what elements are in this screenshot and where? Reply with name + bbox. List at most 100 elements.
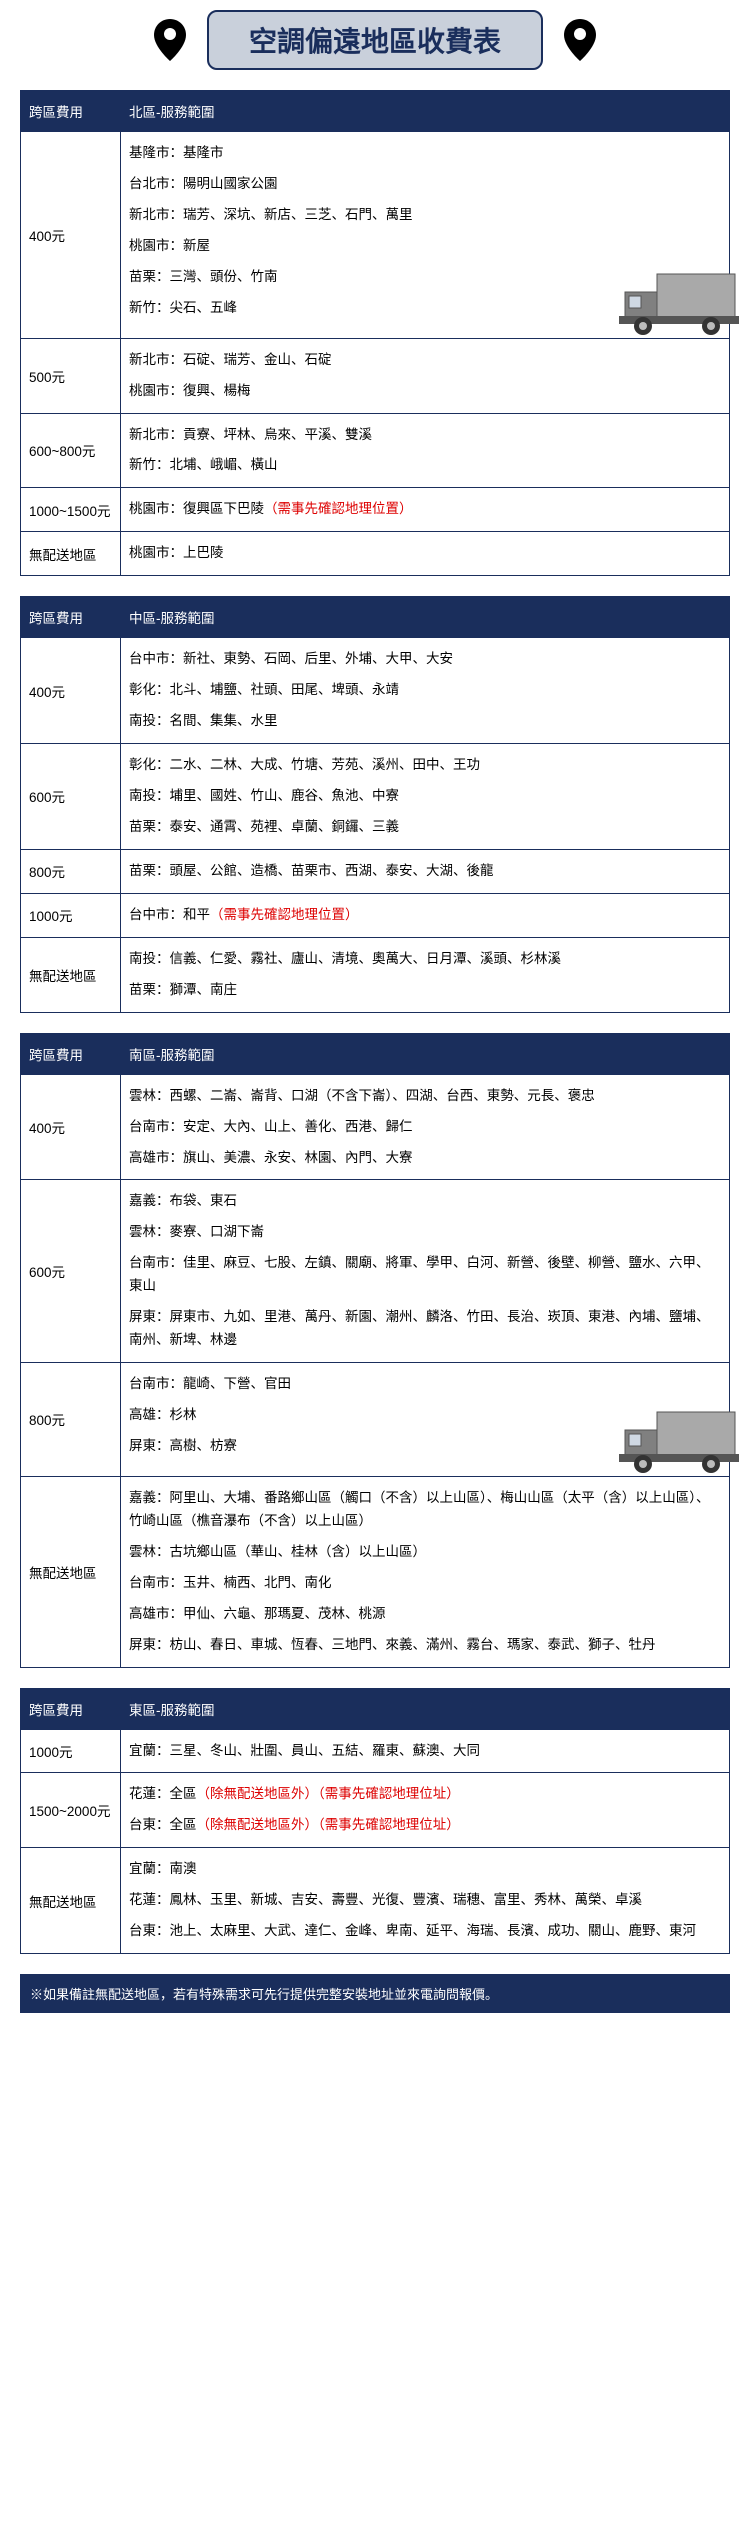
area-line: 苗栗：獅潭、南庄 bbox=[129, 979, 721, 1002]
area-line: 彰化：北斗、埔鹽、社頭、田尾、埤頭、永靖 bbox=[129, 679, 721, 702]
table-row: 1500~2000元花蓮：全區（除無配送地區外）（需事先確認地理位址） 台東：全區… bbox=[21, 1773, 730, 1848]
area-header: 東區-服務範圍 bbox=[121, 1688, 730, 1729]
fee-header: 跨區費用 bbox=[21, 1033, 121, 1074]
area-line: 嘉義：阿里山、大埔、番路鄉山區（觸口（不含）以上山區）、梅山山區（太平（含）以上… bbox=[129, 1487, 721, 1533]
table-row: 無配送地區南投：信義、仁愛、霧社、廬山、清境、奧萬大、日月潭、溪頭、杉林溪苗栗：… bbox=[21, 937, 730, 1012]
region-table: 跨區費用東區-服務範圍1000元宜蘭：三星、冬山、壯圍、員山、五結、羅東、蘇澳、… bbox=[20, 1688, 730, 1955]
area-line: 南投：信義、仁愛、霧社、廬山、清境、奧萬大、日月潭、溪頭、杉林溪 bbox=[129, 948, 721, 971]
area-header: 中區-服務範圍 bbox=[121, 597, 730, 638]
area-cell: 花蓮：全區（除無配送地區外）（需事先確認地理位址） 台東：全區（除無配送地區外）（… bbox=[121, 1773, 730, 1848]
area-line: 新竹：北埔、峨嵋、橫山 bbox=[129, 454, 721, 477]
fee-cell: 無配送地區 bbox=[21, 532, 121, 576]
fee-cell: 無配送地區 bbox=[21, 1848, 121, 1954]
area-line: 台南市：龍崎、下營、官田 bbox=[129, 1373, 721, 1396]
area-line: 桃園市：復興、楊梅 bbox=[129, 380, 721, 403]
area-cell: 苗栗：頭屋、公館、造橋、苗栗市、西湖、泰安、大湖、後龍 bbox=[121, 849, 730, 893]
area-line: 新北市：石碇、瑞芳、金山、石碇 bbox=[129, 349, 721, 372]
area-line: 彰化：二水、二林、大成、竹塘、芳苑、溪州、田中、王功 bbox=[129, 754, 721, 777]
region-table: 跨區費用中區-服務範圍400元台中市：新社、東勢、石岡、后里、外埔、大甲、大安彰… bbox=[20, 596, 730, 1012]
area-cell: 台中市：新社、東勢、石岡、后里、外埔、大甲、大安彰化：北斗、埔鹽、社頭、田尾、埤… bbox=[121, 638, 730, 744]
footnote: ※如果備註無配送地區，若有特殊需求可先行提供完整安裝地址並來電詢問報價。 bbox=[20, 1974, 730, 2013]
area-line: 台南市：安定、大內、山上、善化、西港、歸仁 bbox=[129, 1116, 721, 1139]
area-line: 宜蘭：三星、冬山、壯圍、員山、五結、羅東、蘇澳、大同 bbox=[129, 1740, 721, 1763]
area-line: 南投：名間、集集、水里 bbox=[129, 710, 721, 733]
table-row: 無配送地區宜蘭：南澳花蓮：鳳林、玉里、新城、吉安、壽豐、光復、豐濱、瑞穗、富里、… bbox=[21, 1848, 730, 1954]
region-table: 跨區費用南區-服務範圍400元雲林：西螺、二崙、崙背、口湖（不含下崙）、四湖、台… bbox=[20, 1033, 730, 1668]
area-line: 台北市：陽明山國家公園 bbox=[129, 173, 721, 196]
area-line: 雲林：麥寮、口湖下崙 bbox=[129, 1221, 721, 1244]
fee-cell: 400元 bbox=[21, 132, 121, 339]
table-row: 500元新北市：石碇、瑞芳、金山、石碇桃園市：復興、楊梅 bbox=[21, 338, 730, 413]
fee-cell: 1000元 bbox=[21, 1729, 121, 1773]
area-cell: 嘉義：布袋、東石雲林：麥寮、口湖下崙台南市：佳里、麻豆、七股、左鎮、關廟、將軍、… bbox=[121, 1180, 730, 1363]
fee-cell: 800元 bbox=[21, 849, 121, 893]
table-row: 400元基隆市：基隆市台北市：陽明山國家公園新北市：瑞芳、深坑、新店、三芝、石門… bbox=[21, 132, 730, 339]
fee-cell: 1500~2000元 bbox=[21, 1773, 121, 1848]
area-line: 台東：全區（除無配送地區外）（需事先確認地理位址） bbox=[129, 1814, 721, 1837]
table-row: 1000~1500元桃園市：復興區下巴陵（需事先確認地理位置） bbox=[21, 488, 730, 532]
area-line: 桃園市：上巴陵 bbox=[129, 542, 721, 565]
area-cell: 南投：信義、仁愛、霧社、廬山、清境、奧萬大、日月潭、溪頭、杉林溪苗栗：獅潭、南庄 bbox=[121, 937, 730, 1012]
fee-header: 跨區費用 bbox=[21, 597, 121, 638]
table-row: 無配送地區桃園市：上巴陵 bbox=[21, 532, 730, 576]
fee-cell: 800元 bbox=[21, 1363, 121, 1477]
area-line: 高雄市：旗山、美濃、永安、林園、內門、大寮 bbox=[129, 1147, 721, 1170]
page-title: 空調偏遠地區收費表 bbox=[207, 10, 543, 70]
area-line: 台南市：佳里、麻豆、七股、左鎮、關廟、將軍、學甲、白河、新營、後壁、柳營、鹽水、… bbox=[129, 1252, 721, 1298]
area-line: 南投：埔里、國姓、竹山、鹿谷、魚池、中寮 bbox=[129, 785, 721, 808]
area-line: 台東：池上、太麻里、大武、達仁、金峰、卑南、延平、海瑞、長濱、成功、關山、鹿野、… bbox=[129, 1920, 721, 1943]
area-line: 台中市：和平（需事先確認地理位置） bbox=[129, 904, 721, 927]
fee-cell: 600~800元 bbox=[21, 413, 121, 488]
area-line: 花蓮：鳳林、玉里、新城、吉安、壽豐、光復、豐濱、瑞穗、富里、秀林、萬榮、卓溪 bbox=[129, 1889, 721, 1912]
area-line: 基隆市：基隆市 bbox=[129, 142, 721, 165]
area-header: 南區-服務範圍 bbox=[121, 1033, 730, 1074]
fee-cell: 1000~1500元 bbox=[21, 488, 121, 532]
area-line: 苗栗：泰安、通霄、苑裡、卓蘭、銅鑼、三義 bbox=[129, 816, 721, 839]
area-line: 新北市：貢寮、坪林、烏來、平溪、雙溪 bbox=[129, 424, 721, 447]
area-line: 屏東：屏東市、九如、里港、萬丹、新園、潮州、麟洛、竹田、長治、崁頂、東港、內埔、… bbox=[129, 1306, 721, 1352]
area-line: 宜蘭：南澳 bbox=[129, 1858, 721, 1881]
area-line: 台南市：玉井、楠西、北門、南化 bbox=[129, 1572, 721, 1595]
fee-header: 跨區費用 bbox=[21, 91, 121, 132]
tables-container: 跨區費用北區-服務範圍400元基隆市：基隆市台北市：陽明山國家公園新北市：瑞芳、… bbox=[20, 90, 730, 1954]
area-line: 高雄市：甲仙、六龜、那瑪夏、茂林、桃源 bbox=[129, 1603, 721, 1626]
area-line: 雲林：西螺、二崙、崙背、口湖（不含下崙）、四湖、台西、東勢、元長、褒忠 bbox=[129, 1085, 721, 1108]
truck-icon bbox=[619, 268, 739, 348]
area-cell: 台南市：龍崎、下營、官田高雄：杉林屏東：高樹、枋寮 bbox=[121, 1363, 730, 1477]
location-pin-icon bbox=[153, 19, 187, 61]
area-line: 花蓮：全區（除無配送地區外）（需事先確認地理位址） bbox=[129, 1783, 721, 1806]
fee-cell: 1000元 bbox=[21, 893, 121, 937]
area-cell: 宜蘭：三星、冬山、壯圍、員山、五結、羅東、蘇澳、大同 bbox=[121, 1729, 730, 1773]
fee-cell: 600元 bbox=[21, 1180, 121, 1363]
table-row: 800元苗栗：頭屋、公館、造橋、苗栗市、西湖、泰安、大湖、後龍 bbox=[21, 849, 730, 893]
fee-cell: 無配送地區 bbox=[21, 937, 121, 1012]
fee-cell: 600元 bbox=[21, 744, 121, 850]
area-cell: 彰化：二水、二林、大成、竹塘、芳苑、溪州、田中、王功南投：埔里、國姓、竹山、鹿谷… bbox=[121, 744, 730, 850]
area-line: 新北市：瑞芳、深坑、新店、三芝、石門、萬里 bbox=[129, 204, 721, 227]
table-row: 400元雲林：西螺、二崙、崙背、口湖（不含下崙）、四湖、台西、東勢、元長、褒忠台… bbox=[21, 1074, 730, 1180]
table-row: 600~800元新北市：貢寮、坪林、烏來、平溪、雙溪新竹：北埔、峨嵋、橫山 bbox=[21, 413, 730, 488]
area-line: 台中市：新社、東勢、石岡、后里、外埔、大甲、大安 bbox=[129, 648, 721, 671]
area-cell: 桃園市：復興區下巴陵（需事先確認地理位置） bbox=[121, 488, 730, 532]
fee-cell: 400元 bbox=[21, 638, 121, 744]
table-row: 600元彰化：二水、二林、大成、竹塘、芳苑、溪州、田中、王功南投：埔里、國姓、竹… bbox=[21, 744, 730, 850]
area-cell: 新北市：貢寮、坪林、烏來、平溪、雙溪新竹：北埔、峨嵋、橫山 bbox=[121, 413, 730, 488]
table-row: 400元台中市：新社、東勢、石岡、后里、外埔、大甲、大安彰化：北斗、埔鹽、社頭、… bbox=[21, 638, 730, 744]
area-line: 嘉義：布袋、東石 bbox=[129, 1190, 721, 1213]
area-cell: 新北市：石碇、瑞芳、金山、石碇桃園市：復興、楊梅 bbox=[121, 338, 730, 413]
area-line: 屏東：枋山、春日、車城、恆春、三地門、來義、滿州、霧台、瑪家、泰武、獅子、牡丹 bbox=[129, 1634, 721, 1657]
area-cell: 基隆市：基隆市台北市：陽明山國家公園新北市：瑞芳、深坑、新店、三芝、石門、萬里桃… bbox=[121, 132, 730, 339]
area-cell: 雲林：西螺、二崙、崙背、口湖（不含下崙）、四湖、台西、東勢、元長、褒忠台南市：安… bbox=[121, 1074, 730, 1180]
table-row: 600元嘉義：布袋、東石雲林：麥寮、口湖下崙台南市：佳里、麻豆、七股、左鎮、關廟… bbox=[21, 1180, 730, 1363]
area-line: 桃園市：新屋 bbox=[129, 235, 721, 258]
fee-cell: 500元 bbox=[21, 338, 121, 413]
truck-icon bbox=[619, 1406, 739, 1486]
table-row: 無配送地區嘉義：阿里山、大埔、番路鄉山區（觸口（不含）以上山區）、梅山山區（太平… bbox=[21, 1476, 730, 1667]
area-cell: 台中市：和平（需事先確認地理位置） bbox=[121, 893, 730, 937]
table-row: 800元台南市：龍崎、下營、官田高雄：杉林屏東：高樹、枋寮 bbox=[21, 1363, 730, 1477]
area-cell: 桃園市：上巴陵 bbox=[121, 532, 730, 576]
page-header: 空調偏遠地區收費表 bbox=[20, 10, 730, 70]
table-row: 1000元台中市：和平（需事先確認地理位置） bbox=[21, 893, 730, 937]
location-pin-icon bbox=[563, 19, 597, 61]
fee-header: 跨區費用 bbox=[21, 1688, 121, 1729]
